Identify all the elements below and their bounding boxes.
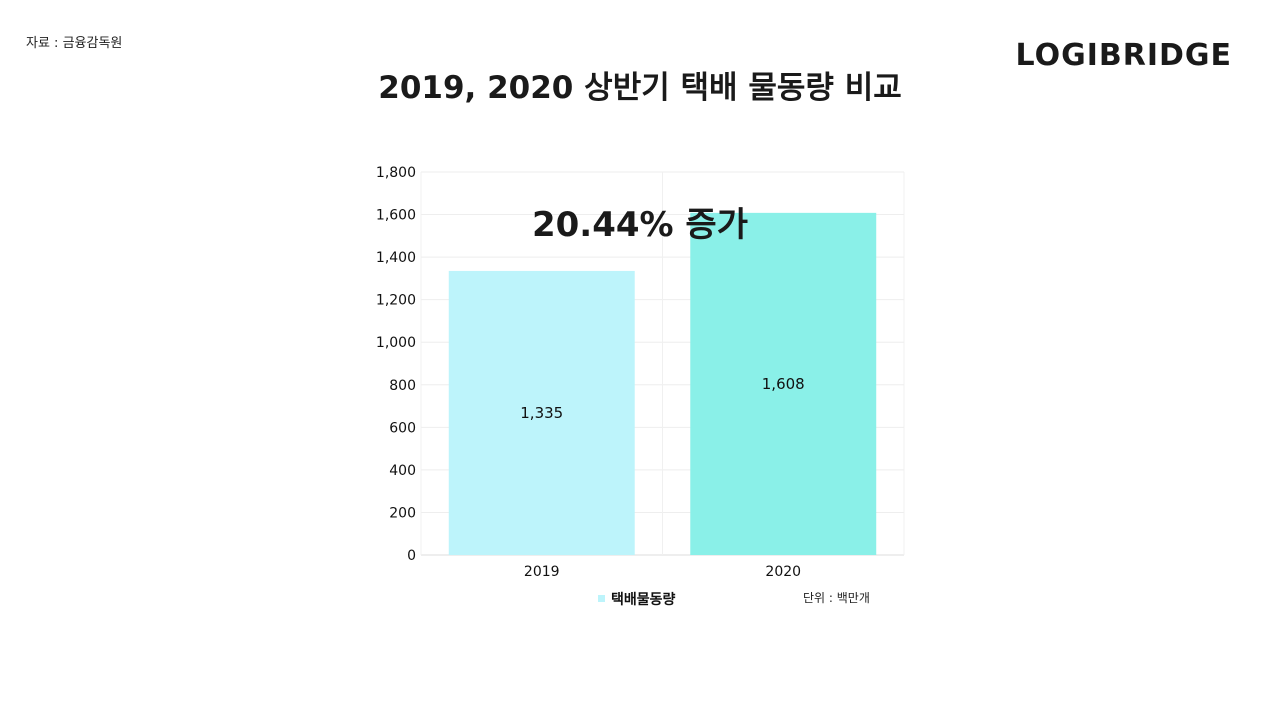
y-tick-label: 1,400 [376,250,416,266]
y-tick-label: 1,800 [376,165,416,181]
y-tick-label: 1,200 [376,293,416,309]
source-note: 자료 : 금융감독원 [26,36,123,51]
x-tick-label: 2019 [524,564,560,580]
x-tick-label: 2020 [765,564,801,580]
y-tick-label: 800 [389,378,416,394]
y-tick-label: 200 [389,505,416,521]
y-tick-label: 1,000 [376,335,416,351]
y-tick-label: 1,600 [376,208,416,224]
bar-data-label: 1,335 [520,404,563,422]
x-axis: 2019 2020 [524,564,801,580]
y-tick-label: 400 [389,463,416,479]
legend-label: 택배물동량 [611,591,676,608]
chart-title: 2019, 2020 상반기 택배 물동량 비교 [378,70,902,106]
unit-note: 단위 : 백만개 [803,591,870,605]
legend-swatch [598,595,605,602]
bars: 1,335 1,608 [448,212,877,555]
bar-2019 [448,270,635,555]
bar-data-label: 1,608 [762,375,805,393]
y-axis: 0 200 400 600 800 1,000 1,200 1,400 1,600 1,800 [376,165,416,564]
brand-logo: LOGIBRIDGE [1015,38,1232,73]
bar-2020 [690,212,877,555]
y-tick-label: 0 [407,548,416,564]
y-tick-label: 600 [389,420,416,436]
growth-annotation: 20.44% 증가 [532,205,748,245]
